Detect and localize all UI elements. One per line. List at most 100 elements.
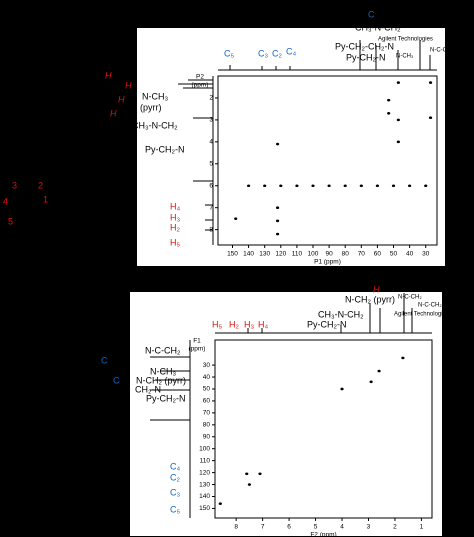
annotation: (pyrr): [140, 102, 162, 112]
panel-bg: [137, 28, 445, 266]
x-tick-label: 120: [275, 251, 286, 258]
x-tick-label: 8: [234, 524, 238, 531]
y-axis-title: (ppm): [192, 82, 209, 89]
annotation: C₄: [286, 46, 296, 56]
annotation: H: [118, 94, 125, 104]
annotation: H₄: [258, 319, 268, 329]
annotation: 5: [8, 216, 13, 226]
y-tick-label: 120: [199, 469, 210, 476]
y-tick-label: 60: [203, 398, 211, 405]
annotation: Agilent Technologies: [394, 312, 449, 318]
annotation: 2: [38, 180, 43, 190]
peak: [396, 118, 400, 122]
annotation: H₂: [170, 222, 180, 232]
peak: [258, 472, 262, 476]
annotation: C₄: [170, 461, 180, 471]
annotation: Py-CH₂-N: [346, 52, 386, 62]
y-tick-label: 3: [209, 117, 213, 124]
peak: [408, 184, 412, 188]
peak: [387, 112, 391, 115]
y-tick-label: 5: [209, 161, 213, 168]
y-tick-label: 110: [200, 457, 211, 464]
peak: [396, 81, 400, 84]
annotation: C: [113, 375, 120, 385]
f2-trace: [215, 293, 432, 334]
annotation: N-CH₂ (pyrr): [136, 375, 186, 385]
annotation: N-C-CH₂: [145, 345, 181, 355]
annotation: H₅: [212, 319, 222, 329]
x-tick-label: 110: [292, 251, 303, 258]
x-tick-label: 150: [227, 251, 238, 258]
peak: [234, 217, 238, 220]
annotation: Py-CH₂-N: [145, 144, 185, 154]
y-tick-label: 6: [209, 182, 213, 189]
x-tick-label: 100: [308, 251, 319, 258]
annotation: CH₃-N-CH₂: [318, 309, 364, 319]
annotation: 4: [3, 196, 8, 206]
x-tick-label: 30: [422, 251, 430, 258]
peak: [428, 81, 433, 84]
y-tick-label: 8: [209, 226, 213, 233]
x-tick-label: 3: [367, 524, 371, 531]
y-tick-label: 90: [203, 433, 211, 440]
f1-trace: [150, 340, 191, 518]
peak: [218, 502, 222, 505]
peak: [428, 116, 433, 120]
peak: [246, 184, 251, 188]
annotation: C: [368, 9, 375, 19]
plot-frame: [214, 339, 433, 519]
y-tick-label: 70: [203, 410, 211, 417]
y-axis-title: (ppm): [189, 346, 206, 353]
annotation: N-C-CH₂: [398, 295, 422, 301]
peak: [369, 380, 373, 384]
annotation: H: [105, 70, 112, 80]
annotation: 3: [12, 180, 17, 190]
y-tick-label: 130: [199, 481, 210, 488]
annotation: H₃: [244, 319, 254, 329]
peak: [377, 369, 381, 373]
annotation: H₃: [170, 212, 180, 222]
x-tick-label: 5: [314, 524, 318, 531]
f2-trace: [218, 40, 437, 71]
peak: [401, 356, 405, 360]
x-tick-label: 70: [358, 251, 366, 258]
annotation: Py-CH₂-N: [146, 393, 186, 403]
peak: [340, 387, 344, 391]
annotation: C₅: [224, 48, 234, 58]
y-tick-label: 30: [203, 362, 211, 369]
annotation: Py-CH₂-N: [307, 319, 347, 329]
annotation: N-C-CH₂(pyrr): [418, 303, 456, 309]
f1-trace: [178, 76, 214, 245]
annotation: H: [125, 80, 132, 90]
peak: [247, 483, 252, 486]
x-tick-label: 1: [420, 524, 424, 531]
peak: [245, 472, 249, 476]
peak: [424, 184, 428, 188]
annotation: CH₃-N-CH₂: [355, 22, 401, 32]
annotation: N-CH₂ (pyrr): [345, 294, 395, 304]
y-tick-label: 150: [199, 505, 210, 512]
annotation: H: [373, 284, 380, 294]
annotation: C: [101, 355, 108, 365]
peak: [275, 206, 280, 209]
peak: [327, 184, 331, 188]
annotation: N-CH₃: [150, 366, 176, 376]
x-tick-label: 2: [393, 524, 397, 531]
x-tick-label: 7: [261, 524, 265, 531]
annotation: H₂: [229, 319, 239, 329]
peak: [279, 184, 283, 188]
y-tick-label: 100: [199, 445, 210, 452]
x-tick-label: 40: [406, 251, 414, 258]
annotation: C₃: [258, 48, 268, 58]
annotation: C₃: [170, 487, 180, 497]
annotation: C₂: [272, 48, 282, 58]
peak: [375, 184, 380, 188]
annotation: C₂: [170, 472, 180, 482]
peak: [263, 184, 267, 188]
x-tick-label: 4: [340, 524, 344, 531]
peak: [311, 184, 315, 188]
x-axis-title: F2 (ppm): [310, 532, 336, 537]
annotation: CH₃-N-CH₂: [132, 120, 178, 130]
y-tick-label: 7: [209, 204, 213, 211]
x-tick-label: 50: [390, 251, 398, 258]
